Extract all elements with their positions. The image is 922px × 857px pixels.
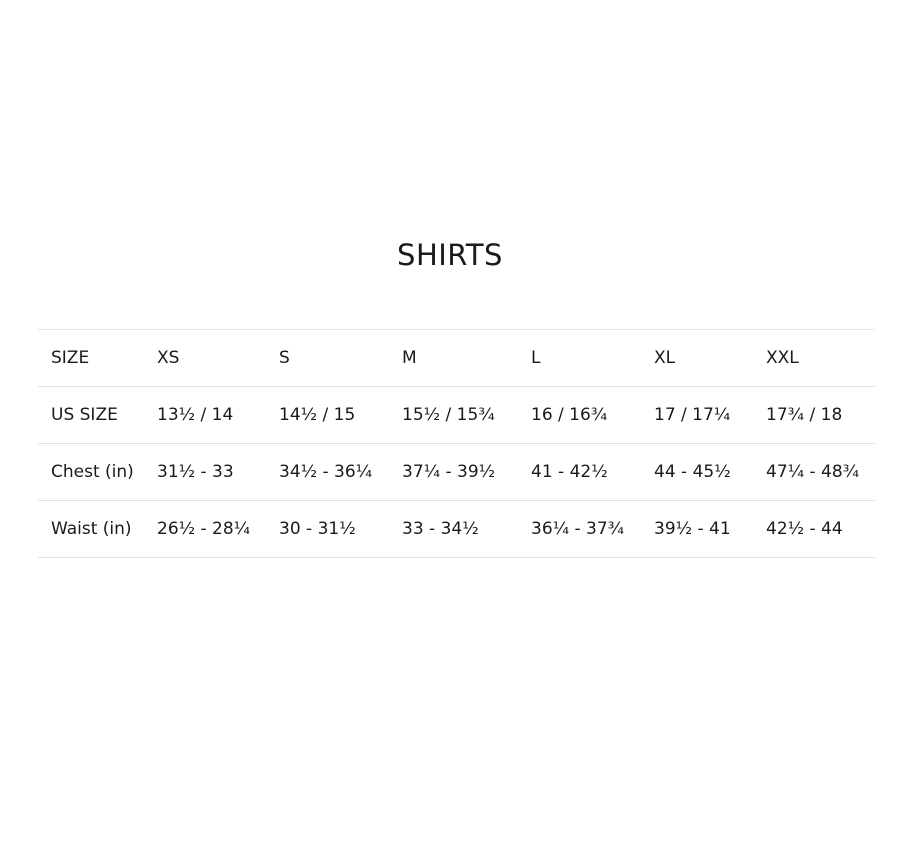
size-chart-table: SIZE XS S M L XL XXL US SIZE 13½ / 14 14½ / 15 15½… xyxy=(38,329,875,558)
table-cell: 14½ / 15 xyxy=(266,386,389,444)
table-cell: 30 - 31½ xyxy=(266,500,389,558)
chest-row: Chest (in) 31½ - 33 34½ - 36¼ 37¼ - 39½ 41 -… xyxy=(38,443,875,501)
us-size-row: US SIZE 13½ / 14 14½ / 15 15½ / 15¾ 16 / 16¾… xyxy=(38,386,875,444)
size-header-cell: XL xyxy=(641,329,753,387)
table-cell: 31½ - 33 xyxy=(144,443,266,501)
header-row: SIZE XS S M L XL XXL xyxy=(38,329,875,387)
table-cell: 17¾ / 18 xyxy=(753,386,875,444)
table-cell: 17 / 17¼ xyxy=(641,386,753,444)
size-header-cell: XS xyxy=(144,329,266,387)
row-label: Chest (in) xyxy=(38,443,144,501)
size-header-cell: L xyxy=(518,329,641,387)
waist-row: Waist (in) 26½ - 28¼ 30 - 31½ 33 - 34½ 36¼ -… xyxy=(38,500,875,558)
table-cell: 34½ - 36¼ xyxy=(266,443,389,501)
row-label: Waist (in) xyxy=(38,500,144,558)
row-label: SIZE xyxy=(38,329,144,387)
table-cell: 33 - 34½ xyxy=(389,500,518,558)
table-cell: 42½ - 44 xyxy=(753,500,875,558)
table-cell: 16 / 16¾ xyxy=(518,386,641,444)
table-cell: 47¼ - 48¾ xyxy=(753,443,875,501)
table-cell: 44 - 45½ xyxy=(641,443,753,501)
table-cell: 37¼ - 39½ xyxy=(389,443,518,501)
size-header-cell: M xyxy=(389,329,518,387)
row-label: US SIZE xyxy=(38,386,144,444)
table-cell: 39½ - 41 xyxy=(641,500,753,558)
table-cell: 41 - 42½ xyxy=(518,443,641,501)
table-cell: 36¼ - 37¾ xyxy=(518,500,641,558)
table-cell: 15½ / 15¾ xyxy=(389,386,518,444)
size-header-cell: XXL xyxy=(753,329,875,387)
table-cell: 13½ / 14 xyxy=(144,386,266,444)
size-header-cell: S xyxy=(266,329,389,387)
table-cell: 26½ - 28¼ xyxy=(144,500,266,558)
page-title: SHIRTS xyxy=(397,238,503,272)
